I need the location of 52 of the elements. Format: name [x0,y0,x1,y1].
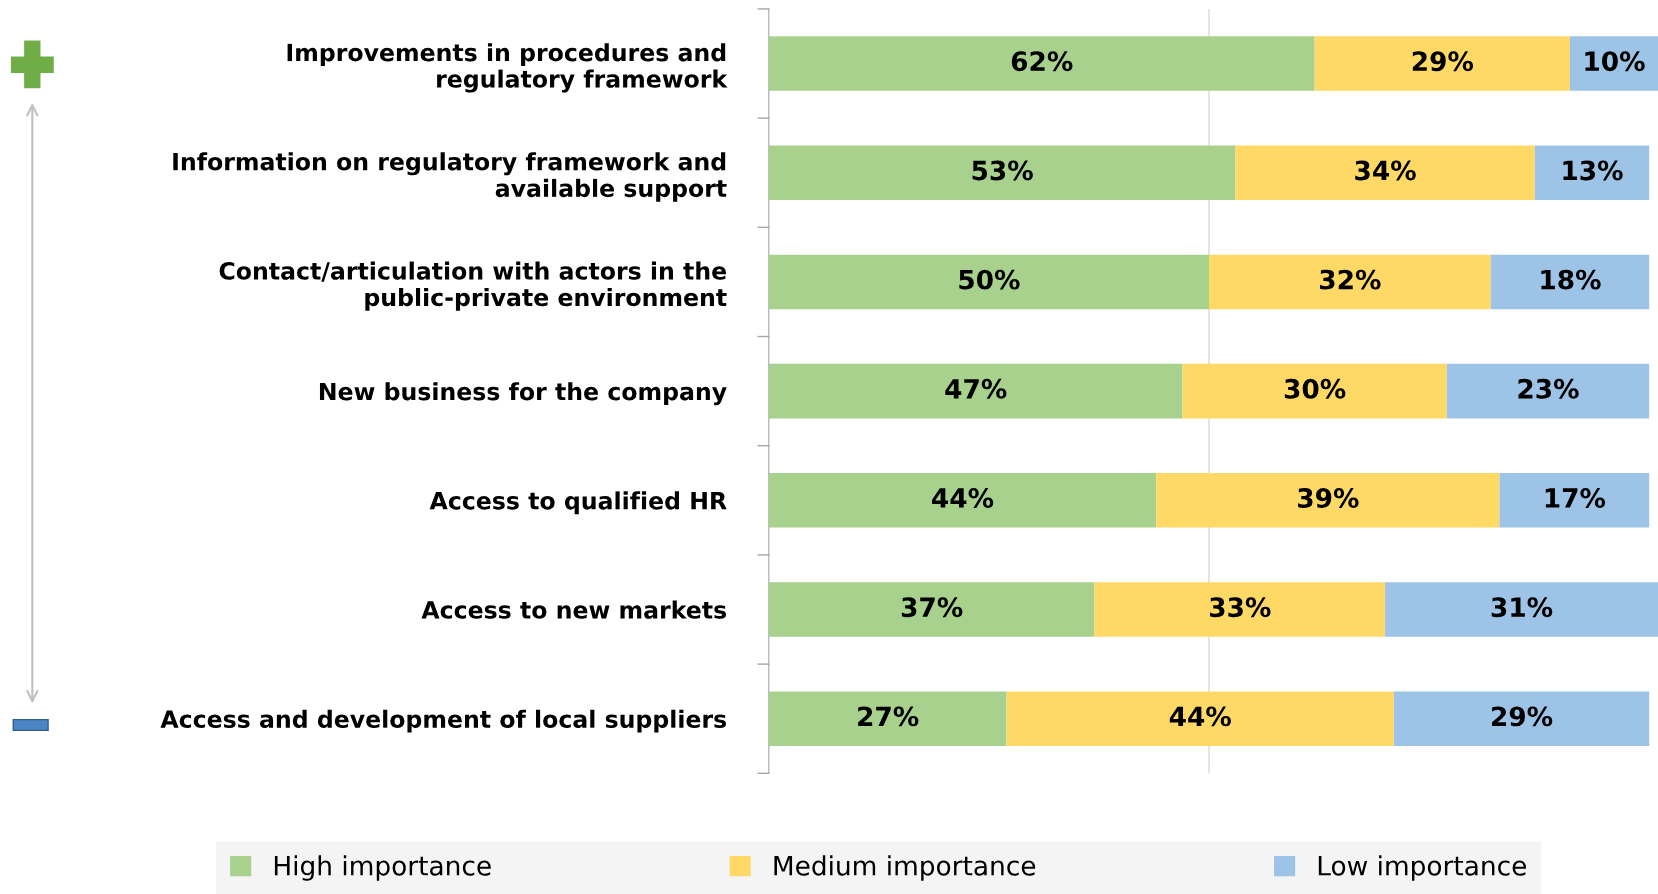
legend-label: Low importance [1318,855,1526,881]
bar [1006,691,1394,747]
data-label: 47% [945,378,1007,399]
y-tick-label: Improvements in procedures and regulatory framework [287,43,728,93]
data-label: 23% [1518,378,1579,399]
data-label: 50% [959,269,1020,290]
y-tick-label: Access to qualified HR [429,491,727,515]
data-label: 53% [972,160,1033,181]
data-label: 30% [1284,378,1346,399]
data-label: 29% [1412,51,1474,72]
bar [1094,582,1386,637]
bar [1314,36,1570,91]
y-tick-label: Access and development of local suppliers [160,709,727,733]
bar [768,691,1007,747]
data-label: 44% [932,488,994,508]
bar [1235,145,1535,201]
bar [768,473,1157,528]
bar [1490,254,1650,310]
data-label: 37% [901,597,963,618]
data-label: 31% [1491,597,1553,618]
bar [1393,691,1650,747]
bar [768,363,1183,419]
bar [768,254,1210,310]
bar [1385,582,1658,637]
bar [768,36,1315,91]
bar [768,145,1236,201]
y-tick-label: Access to new markets [421,600,727,619]
data-label: 44% [1169,706,1231,727]
legend-label: High importance [274,855,491,881]
bar [1156,473,1500,528]
data-label: 13% [1563,160,1623,181]
data-label: 29% [1492,706,1553,727]
data-label: 18% [1541,269,1601,290]
bar [768,582,1095,637]
bar [1569,36,1658,91]
data-label: 27% [858,706,919,727]
bar [1534,145,1650,201]
legend-label: Medium importance [774,855,1036,881]
bar [1182,363,1447,419]
bar [1499,473,1650,528]
data-label: 17% [1545,488,1606,508]
y-tick-label: Information on regulatory framework and available support [173,152,727,202]
data-label: 34% [1355,160,1416,181]
y-tick-label: New business for the company [319,382,727,406]
data-label: 32% [1320,269,1381,290]
bar [1446,363,1650,419]
data-label: 33% [1210,597,1271,618]
y-tick-label: Contact/articulation with actors in the public-private environment [219,261,727,311]
data-label: 62% [1011,51,1073,72]
data-label: 10% [1585,51,1645,72]
data-label: 39% [1298,488,1359,508]
bar [1209,254,1491,310]
